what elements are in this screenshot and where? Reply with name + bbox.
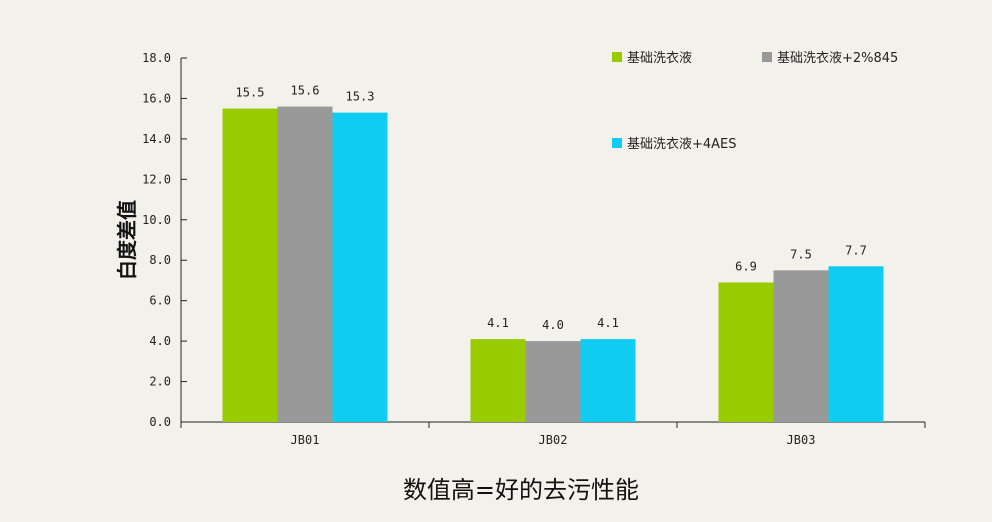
y-tick-label: 10.0 (142, 213, 171, 227)
data-label: 4.1 (487, 316, 509, 330)
bar-jb03-series-2 (773, 270, 829, 422)
data-label: 7.5 (790, 247, 812, 261)
data-label: 15.3 (346, 90, 375, 104)
bar-jb02-series-3 (580, 339, 636, 422)
x-tick-label: JB01 (291, 433, 320, 447)
bar-jb01-series-3 (332, 112, 388, 422)
bar-jb02-series-2 (525, 341, 581, 422)
y-tick-label: 8.0 (149, 253, 171, 267)
y-tick-label: 18.0 (142, 51, 171, 65)
y-tick-label: 4.0 (149, 334, 171, 348)
data-label: 6.9 (735, 259, 757, 273)
legend-swatch (612, 138, 622, 148)
y-axis-title: 白度差值 (115, 200, 139, 280)
bar-jb03-series-1 (718, 282, 774, 422)
legend-label: 基础洗衣液+2%845 (777, 50, 898, 66)
y-tick-label: 0.0 (149, 415, 171, 429)
legend-label: 基础洗衣液 (627, 50, 692, 66)
data-label: 15.5 (236, 86, 265, 100)
y-tick-label: 6.0 (149, 294, 171, 308)
bar-jb03-series-3 (828, 266, 884, 422)
data-label: 4.0 (542, 318, 564, 332)
legend-label: 基础洗衣液+4AES (627, 136, 737, 152)
x-tick-label: JB02 (539, 433, 568, 447)
y-tick-label: 16.0 (142, 91, 171, 105)
bar-jb02-series-1 (470, 339, 526, 422)
data-label: 15.6 (291, 84, 320, 98)
legend-swatch (612, 52, 622, 62)
data-label: 4.1 (597, 316, 619, 330)
legend-swatch (762, 52, 772, 62)
x-tick-label: JB03 (787, 433, 816, 447)
data-label: 7.7 (845, 243, 867, 257)
y-tick-label: 2.0 (149, 375, 171, 389)
bar-jb01-series-2 (277, 106, 333, 423)
bar-jb01-series-1 (222, 108, 278, 423)
x-axis-title: 数值高=好的去污性能 (403, 476, 639, 504)
y-tick-label: 12.0 (142, 172, 171, 186)
y-tick-label: 14.0 (142, 132, 171, 146)
